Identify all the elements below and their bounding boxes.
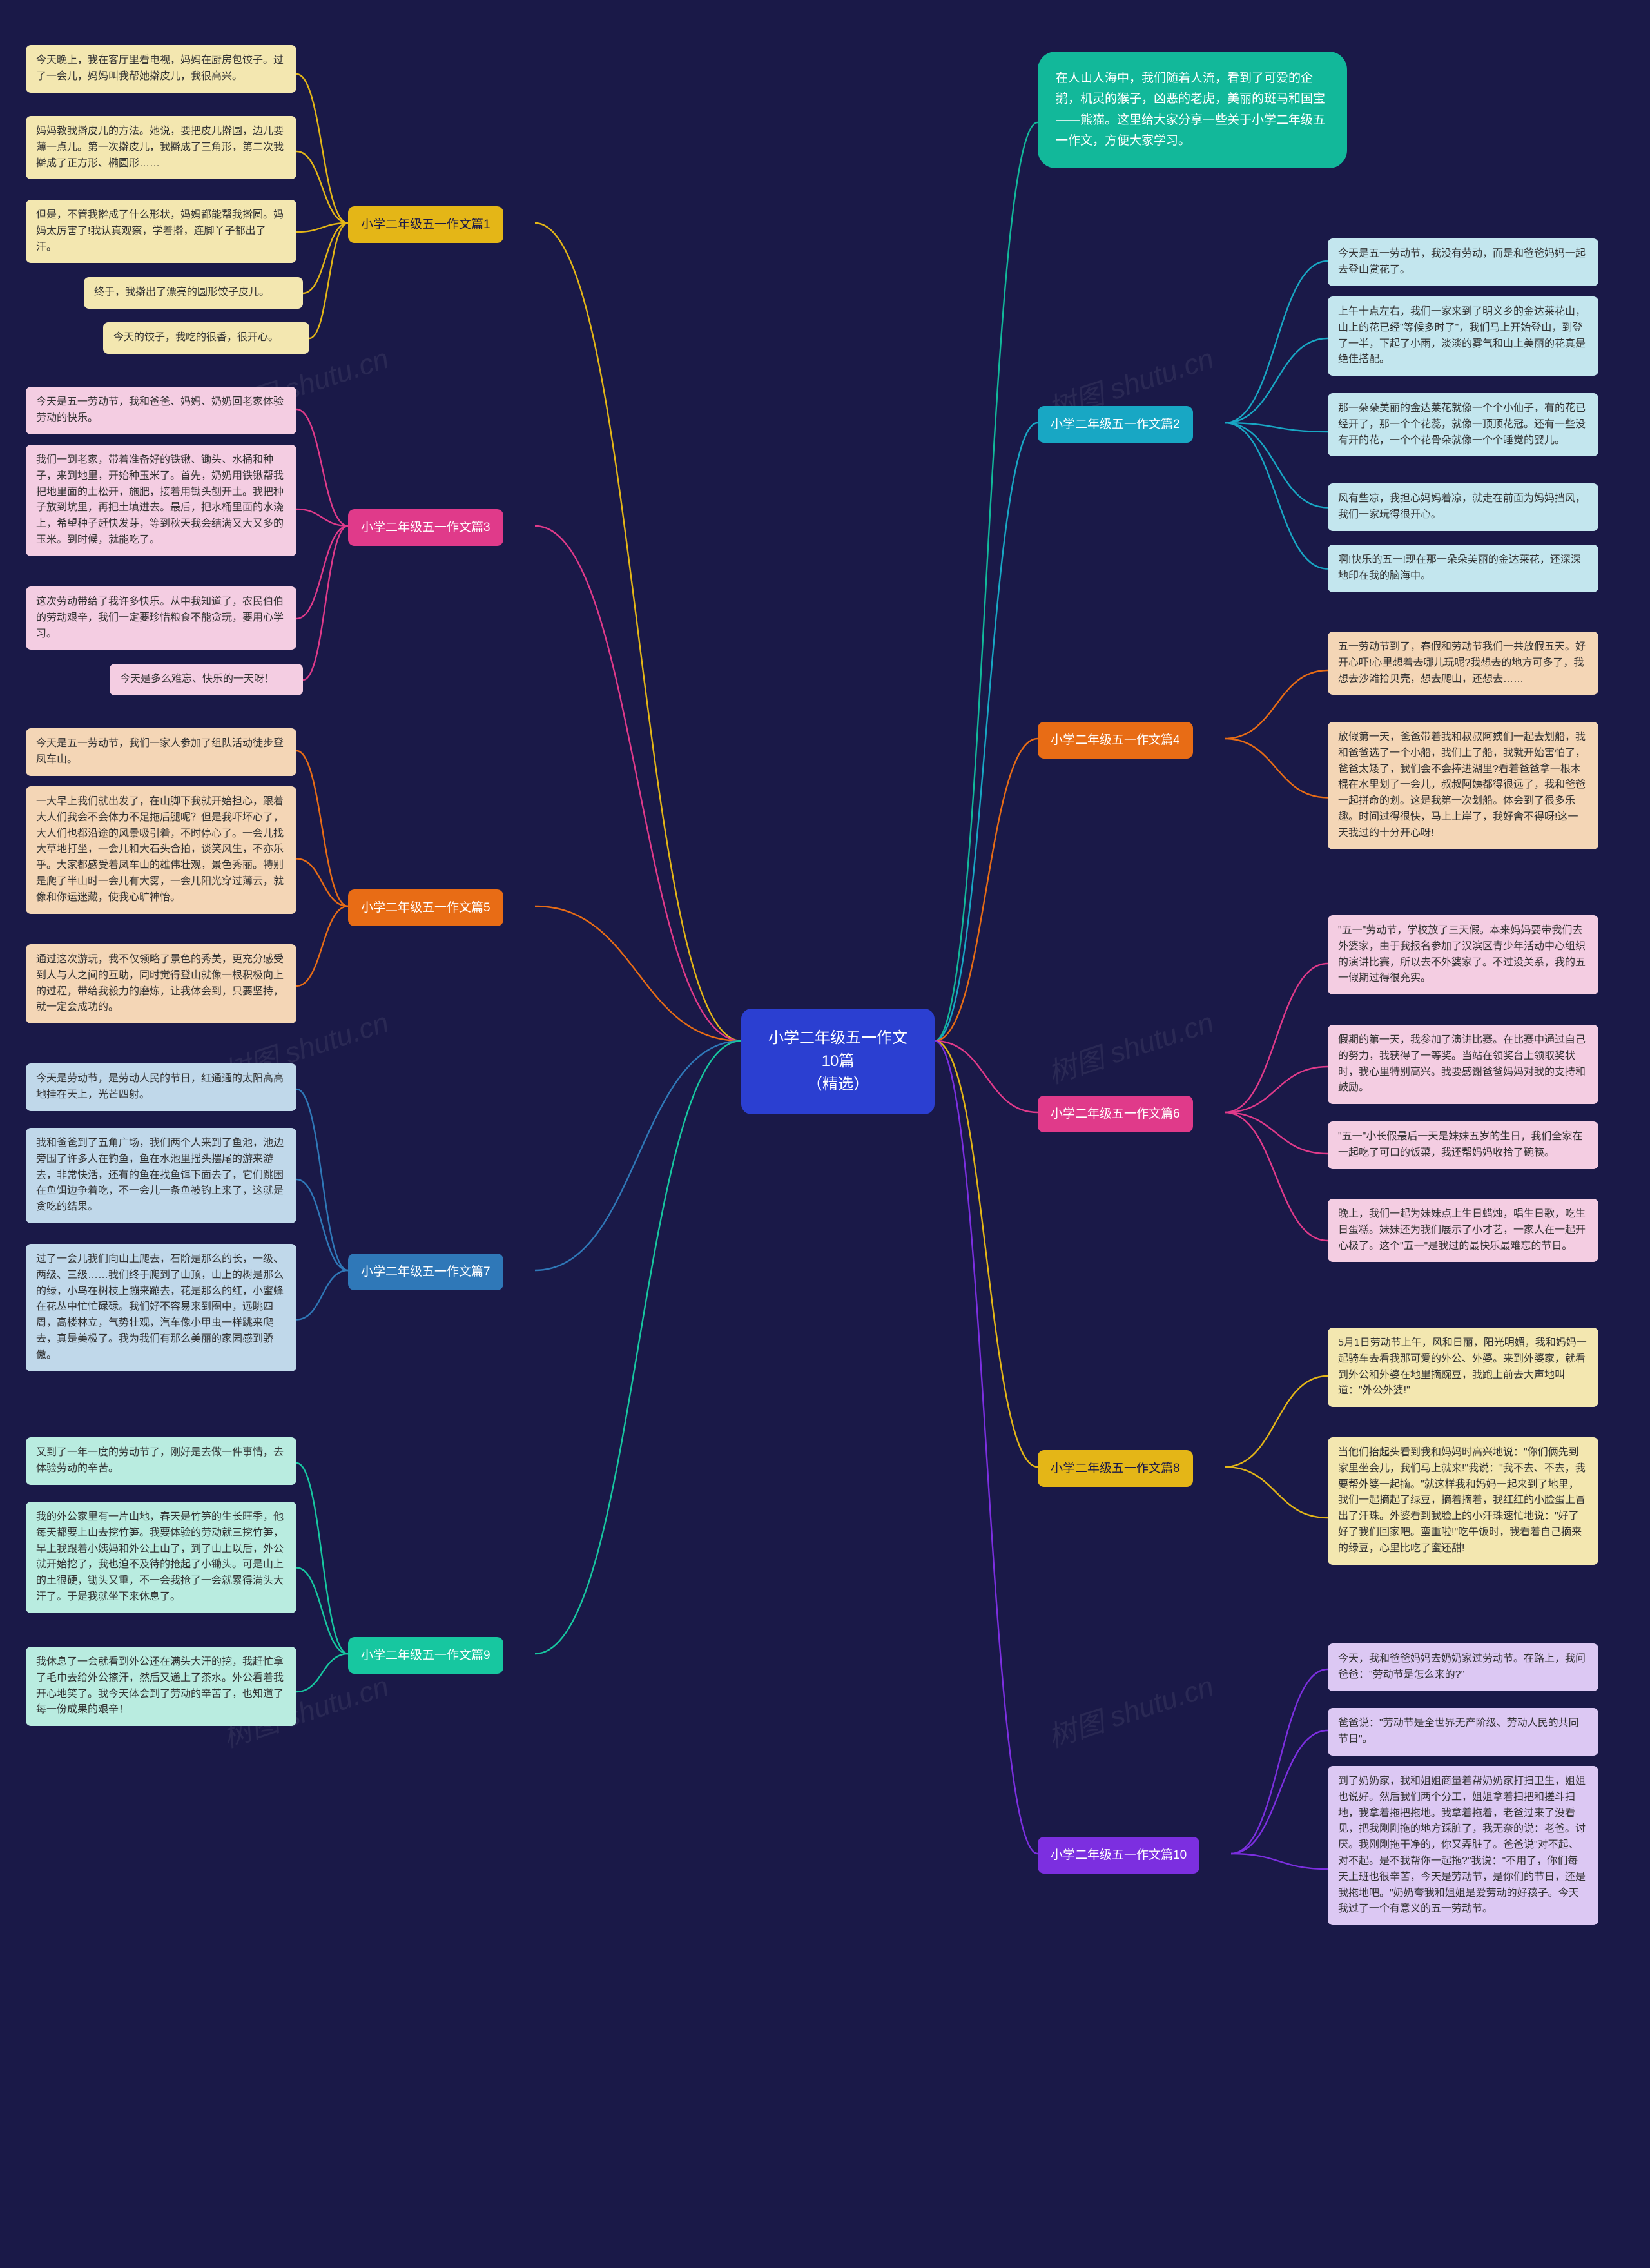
leaf-b7-1: 我和爸爸到了五角广场，我们两个人来到了鱼池，池边旁围了许多人在钓鱼，鱼在水池里摇…: [26, 1128, 296, 1223]
watermark: 树图 shutu.cn: [1042, 1663, 1218, 1755]
branch-b7[interactable]: 小学二年级五一作文篇7: [348, 1254, 503, 1290]
leaf-b3-3: 今天是多么难忘、快乐的一天呀！: [110, 664, 303, 695]
branch-b9[interactable]: 小学二年级五一作文篇9: [348, 1637, 503, 1674]
branch-b8[interactable]: 小学二年级五一作文篇8: [1038, 1450, 1193, 1487]
leaf-b6-2: "五一"小长假最后一天是妹妹五岁的生日，我们全家在一起吃了可口的饭菜，我还帮妈妈…: [1328, 1121, 1598, 1169]
leaf-b5-0: 今天是五一劳动节，我们一家人参加了组队活动徒步登凤车山。: [26, 728, 296, 776]
leaf-b5-2: 通过这次游玩，我不仅领略了景色的秀美，更充分感受到人与人之间的互助，同时觉得登山…: [26, 944, 296, 1023]
leaf-b2-2: 那一朵朵美丽的金达莱花就像一个个小仙子，有的花已经开了，那一个个花蕊，就像一顶顶…: [1328, 393, 1598, 456]
leaf-b10-1: 爸爸说："劳动节是全世界无产阶级、劳动人民的共同节日"。: [1328, 1708, 1598, 1756]
leaf-b9-1: 我的外公家里有一片山地，春天是竹笋的生长旺季，他每天都要上山去挖竹笋。我要体验的…: [26, 1502, 296, 1613]
leaf-b1-3: 终于，我擀出了漂亮的圆形饺子皮儿。: [84, 277, 303, 309]
leaf-b9-0: 又到了一年一度的劳动节了，刚好是去做一件事情，去体验劳动的辛苦。: [26, 1437, 296, 1485]
leaf-b3-1: 我们一到老家，带着准备好的铁锹、锄头、水桶和种子，来到地里，开始种玉米了。首先，…: [26, 445, 296, 556]
leaf-b2-1: 上午十点左右，我们一家来到了明义乡的金达莱花山，山上的花已经"等候多时了"，我们…: [1328, 296, 1598, 376]
leaf-b10-2: 到了奶奶家，我和姐姐商量着帮奶奶家打扫卫生，姐姐也说好。然后我们两个分工，姐姐拿…: [1328, 1766, 1598, 1925]
leaf-b6-1: 假期的第一天，我参加了演讲比赛。在比赛中通过自己的努力，我获得了一等奖。当站在领…: [1328, 1025, 1598, 1104]
leaf-b1-2: 但是，不管我擀成了什么形状，妈妈都能帮我擀圆。妈妈太厉害了!我认真观察，学着擀，…: [26, 200, 296, 263]
leaf-b10-0: 今天，我和爸爸妈妈去奶奶家过劳动节。在路上，我问爸爸："劳动节是怎么来的?": [1328, 1643, 1598, 1691]
branch-b1[interactable]: 小学二年级五一作文篇1: [348, 206, 503, 243]
leaf-b8-0: 5月1日劳动节上午，风和日丽，阳光明媚，我和妈妈一起骑车去看我那可爱的外公、外婆…: [1328, 1328, 1598, 1407]
leaf-b1-4: 今天的饺子，我吃的很香，很开心。: [103, 322, 309, 354]
branch-b2[interactable]: 小学二年级五一作文篇2: [1038, 406, 1193, 443]
leaf-b2-4: 啊!快乐的五一!现在那一朵朵美丽的金达莱花，还深深地印在我的脑海中。: [1328, 545, 1598, 592]
leaf-b5-1: 一大早上我们就出发了，在山脚下我就开始担心，跟着大人们我会不会体力不足拖后腿呢？…: [26, 786, 296, 914]
branch-b6[interactable]: 小学二年级五一作文篇6: [1038, 1096, 1193, 1132]
leaf-b6-3: 晚上，我们一起为妹妹点上生日蜡烛，唱生日歌，吃生日蛋糕。妹妹还为我们展示了小才艺…: [1328, 1199, 1598, 1262]
leaf-b9-2: 我休息了一会就看到外公还在满头大汗的挖，我赶忙拿了毛巾去给外公擦汗，然后又递上了…: [26, 1647, 296, 1726]
leaf-b1-1: 妈妈教我擀皮儿的方法。她说，要把皮儿擀圆，边儿要薄一点儿。第一次擀皮儿，我擀成了…: [26, 116, 296, 179]
leaf-b7-0: 今天是劳动节，是劳动人民的节日，红通通的太阳高高地挂在天上，光芒四射。: [26, 1063, 296, 1111]
branch-b4[interactable]: 小学二年级五一作文篇4: [1038, 722, 1193, 759]
leaf-b3-2: 这次劳动带给了我许多快乐。从中我知道了，农民伯伯的劳动艰辛，我们一定要珍惜粮食不…: [26, 586, 296, 650]
intro-node: 在人山人海中，我们随着人流，看到了可爱的企鹅，机灵的猴子，凶恶的老虎，美丽的斑马…: [1038, 52, 1347, 168]
leaf-b3-0: 今天是五一劳动节，我和爸爸、妈妈、奶奶回老家体验劳动的快乐。: [26, 387, 296, 434]
leaf-b7-2: 过了一会儿我们向山上爬去，石阶是那么的长，一级、两级、三级……我们终于爬到了山顶…: [26, 1244, 296, 1371]
leaf-b1-0: 今天晚上，我在客厅里看电视，妈妈在厨房包饺子。过了一会儿，妈妈叫我帮她擀皮儿，我…: [26, 45, 296, 93]
leaf-b2-0: 今天是五一劳动节，我没有劳动，而是和爸爸妈妈一起去登山赏花了。: [1328, 238, 1598, 286]
branch-b5[interactable]: 小学二年级五一作文篇5: [348, 889, 503, 926]
leaf-b4-0: 五一劳动节到了，春假和劳动节我们一共放假五天。好开心吓!心里想着去哪儿玩呢?我想…: [1328, 632, 1598, 695]
leaf-b2-3: 风有些凉，我担心妈妈着凉，就走在前面为妈妈挡风，我们一家玩得很开心。: [1328, 483, 1598, 531]
leaf-b8-1: 当他们抬起头看到我和妈妈时高兴地说："你们俩先到家里坐会儿，我们马上就来!"我说…: [1328, 1437, 1598, 1565]
leaf-b6-0: "五一"劳动节，学校放了三天假。本来妈妈要带我们去外婆家，由于我报名参加了汉滨区…: [1328, 915, 1598, 994]
branch-b3[interactable]: 小学二年级五一作文篇3: [348, 509, 503, 546]
watermark: 树图 shutu.cn: [1042, 999, 1218, 1091]
center-node: 小学二年级五一作文10篇（精选）: [741, 1009, 935, 1114]
leaf-b4-1: 放假第一天，爸爸带着我和叔叔阿姨们一起去划船，我和爸爸选了一个小船，我们上了船，…: [1328, 722, 1598, 849]
branch-b10[interactable]: 小学二年级五一作文篇10: [1038, 1837, 1199, 1874]
